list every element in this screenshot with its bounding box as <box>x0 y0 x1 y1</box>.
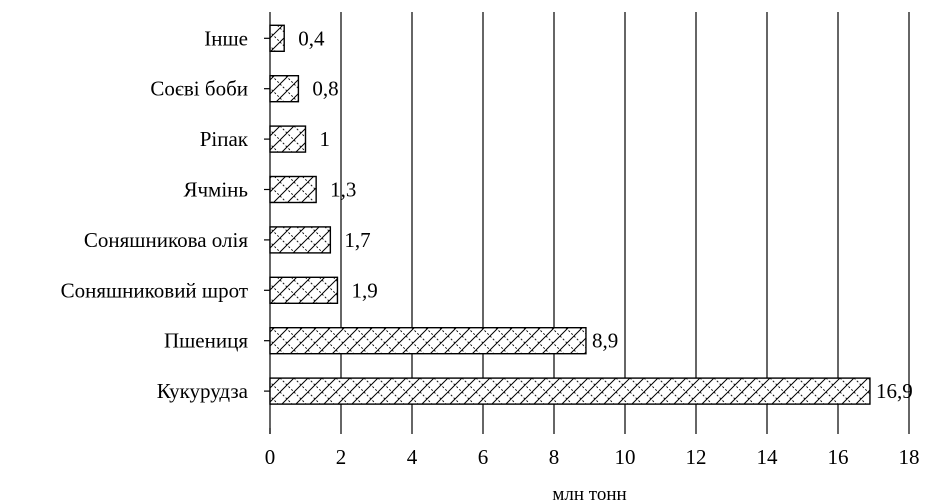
x-tick-label: 12 <box>686 445 707 469</box>
labels: 0 2 4 6 8 10 12 14 16 18 Інше 0,4 Соєві боби 0,8 Ріпак… <box>61 26 920 469</box>
category-label: Ріпак <box>200 127 249 151</box>
data-label: 0,8 <box>312 77 338 101</box>
bar <box>269 226 332 254</box>
data-label: 1 <box>320 127 331 151</box>
bar <box>269 74 300 103</box>
bar <box>269 377 871 405</box>
data-label: 1,3 <box>330 178 356 202</box>
x-tick-label: 6 <box>478 445 489 469</box>
data-label: 8,9 <box>592 329 618 353</box>
category-label: Ячмінь <box>183 178 248 202</box>
category-label: Пшениця <box>164 329 248 353</box>
x-tick-label: 16 <box>828 445 849 469</box>
category-label: Інше <box>204 26 248 50</box>
bar <box>269 327 587 355</box>
bars <box>269 24 871 405</box>
x-tick-label: 14 <box>757 445 779 469</box>
x-tick-label: 2 <box>336 445 347 469</box>
x-tick-label: 8 <box>549 445 560 469</box>
x-tick-label: 10 <box>615 445 636 469</box>
x-tick-label: 4 <box>407 445 418 469</box>
category-label: Соняшниковий шрот <box>61 278 248 302</box>
x-tick-label: 18 <box>899 445 920 469</box>
category-label: Соєві боби <box>150 77 248 101</box>
grid-lines <box>264 12 910 434</box>
category-label: Кукурудза <box>157 379 249 403</box>
category-label: Соняшникова олія <box>84 228 248 252</box>
bar <box>269 24 285 52</box>
data-label: 16,9 <box>876 379 913 403</box>
x-axis-label: млн тонн <box>552 484 626 504</box>
bar <box>269 175 317 204</box>
data-label: 1,9 <box>351 278 377 302</box>
bar <box>269 276 339 304</box>
bar <box>269 125 307 153</box>
data-label: 1,7 <box>344 228 370 252</box>
data-label: 0,4 <box>298 26 325 50</box>
x-tick-label: 0 <box>265 445 276 469</box>
